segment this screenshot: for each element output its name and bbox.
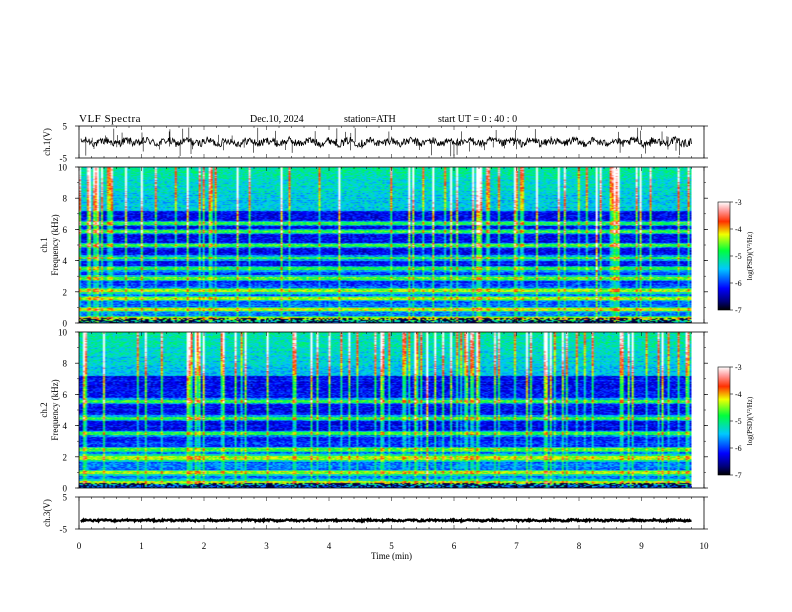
x-tick-label: 7 xyxy=(514,541,519,551)
y-tick-label: 0 xyxy=(63,319,68,329)
x-tick-label: 8 xyxy=(577,541,582,551)
y-tick-label: 6 xyxy=(63,390,68,400)
ch1-colorbar-gradient xyxy=(717,201,731,311)
y-tick-label: 2 xyxy=(63,452,68,462)
ch3-waveform-frame xyxy=(78,496,705,530)
x-tick-label: 6 xyxy=(452,541,457,551)
y-axis-label: ch.1(V) xyxy=(42,128,52,156)
ch2-colorbar-gradient xyxy=(717,366,731,476)
x-tick-label: 2 xyxy=(202,541,207,551)
ch3-waveform-panel xyxy=(78,496,705,530)
ch3-waveform-trace xyxy=(80,516,692,524)
x-axis-label: Time (min) xyxy=(371,551,412,561)
date-label: Dec.10, 2024 xyxy=(250,114,304,125)
ch1-spectrogram-panel xyxy=(78,166,705,324)
y-tick-label: 0 xyxy=(63,484,68,494)
y-tick-label: 4 xyxy=(63,256,68,266)
start-time-label: start UT = 0 : 40 : 0 xyxy=(438,114,518,125)
ch1-waveform-spikes xyxy=(85,127,680,157)
colorbar-tick-label: -3 xyxy=(735,198,742,207)
ch2-spectrogram-panel xyxy=(78,331,705,489)
y-tick-label: 10 xyxy=(58,328,68,338)
y-axis-label: Frequency (kHz) xyxy=(50,379,60,440)
x-tick-label: 1 xyxy=(139,541,144,551)
colorbar-tick-label: -5 xyxy=(735,417,742,426)
y-axis-label-channel: ch.1 xyxy=(39,237,49,252)
y-axis-label: Frequency (kHz) xyxy=(50,214,60,275)
ch2-spectrogram-image xyxy=(79,332,692,488)
station-label: station=ATH xyxy=(344,114,396,125)
colorbar-tick-label: -6 xyxy=(735,279,742,288)
y-tick-label: 2 xyxy=(63,287,68,297)
colorbar-tick-label: -7 xyxy=(735,471,742,480)
y-tick-label: -5 xyxy=(60,525,68,535)
x-tick-label: 9 xyxy=(639,541,644,551)
colorbar-tick-label: -4 xyxy=(735,390,742,399)
x-tick-label: 5 xyxy=(389,541,394,551)
y-tick-label: 8 xyxy=(63,359,68,369)
ch1-waveform-frame xyxy=(78,125,705,159)
x-tick-label: 0 xyxy=(77,541,82,551)
colorbar-tick-label: -5 xyxy=(735,252,742,261)
y-axis-label: ch.3(V) xyxy=(42,499,52,527)
colorbar-tick-label: -3 xyxy=(735,363,742,372)
chart-title: VLF Spectra xyxy=(79,113,142,125)
y-tick-label: 5 xyxy=(63,122,68,132)
colorbar-tick-label: -6 xyxy=(735,444,742,453)
ch1-spectrogram-image xyxy=(79,167,692,323)
y-tick-label: 10 xyxy=(58,163,68,173)
ch1-colorbar xyxy=(717,201,731,311)
colorbar-label: log(PSD)(V²/Hz) xyxy=(746,231,754,280)
x-tick-label: 4 xyxy=(327,541,332,551)
y-tick-label: 6 xyxy=(63,225,68,235)
x-tick-label: 10 xyxy=(700,541,710,551)
colorbar-label: log(PSD)(V²/Hz) xyxy=(746,396,754,445)
y-axis-label-channel: ch.2 xyxy=(39,402,49,417)
colorbar-tick-label: -7 xyxy=(735,306,742,315)
ch2-colorbar xyxy=(717,366,731,476)
ch1-waveform-panel xyxy=(78,125,705,159)
x-tick-label: 3 xyxy=(264,541,269,551)
y-tick-label: 5 xyxy=(63,493,68,503)
colorbar-tick-label: -4 xyxy=(735,225,742,234)
y-tick-label: -5 xyxy=(60,154,68,164)
y-tick-label: 4 xyxy=(63,421,68,431)
y-tick-label: 8 xyxy=(63,194,68,204)
